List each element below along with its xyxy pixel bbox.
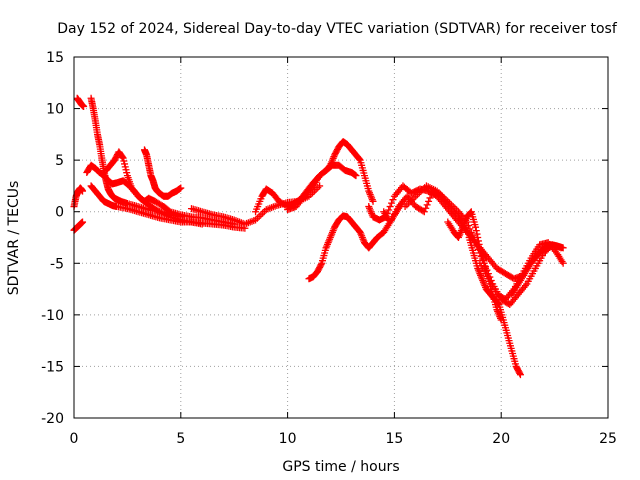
data-point <box>559 244 567 252</box>
series-track-b <box>70 218 87 234</box>
y-tick-label: -10 <box>41 308 64 324</box>
x-tick-label: 15 <box>385 431 403 447</box>
y-tick-label: -20 <box>41 411 64 427</box>
data-point <box>317 261 325 269</box>
data-point <box>475 240 483 248</box>
series-track-a <box>70 184 87 211</box>
y-tick-label: -15 <box>41 359 64 375</box>
data-point <box>494 300 502 308</box>
data-point <box>388 199 396 207</box>
data-point <box>352 172 360 180</box>
y-tick-label: 10 <box>46 102 64 118</box>
data-point <box>255 213 263 221</box>
x-tick-labels: 0 5 10 15 20 25 <box>70 431 617 447</box>
data-point <box>516 369 524 377</box>
series-track-i <box>187 182 324 228</box>
data-point <box>423 201 431 209</box>
data-point <box>80 103 88 111</box>
x-tick-label: 20 <box>492 431 510 447</box>
y-axis-label: SDTVAR / TECUs <box>6 181 22 296</box>
data-point <box>79 187 87 195</box>
data-point <box>474 237 482 245</box>
data-point <box>79 218 87 226</box>
data-point <box>472 223 480 231</box>
data-point <box>469 232 477 240</box>
data-point <box>386 203 394 211</box>
data-point <box>389 196 397 204</box>
data-point <box>369 197 377 205</box>
data-point <box>516 371 524 379</box>
x-tick-label: 0 <box>70 431 79 447</box>
axis-ticks <box>73 56 609 419</box>
data-point <box>422 204 430 212</box>
data-point <box>470 235 478 243</box>
series-track-l <box>305 197 407 283</box>
chart-title: Day 152 of 2024, Sidereal Day-to-day VTE… <box>57 21 618 37</box>
data-point <box>559 259 567 267</box>
data-point <box>385 206 393 214</box>
data-point <box>426 194 434 202</box>
data-point <box>177 184 185 192</box>
series-track-s <box>508 241 567 298</box>
series-track-f <box>87 182 249 232</box>
data-point <box>356 155 364 163</box>
y-tick-label: -5 <box>50 256 64 272</box>
series-track-g <box>102 148 238 228</box>
series-track-q <box>465 234 524 379</box>
data-point <box>467 228 475 236</box>
series-track-c <box>73 94 88 111</box>
data-point <box>259 209 267 217</box>
data-point <box>472 227 480 235</box>
y-tick-label: 15 <box>46 50 64 66</box>
series-track-k <box>284 138 377 214</box>
plot-frame <box>73 56 609 419</box>
data-point <box>473 230 481 238</box>
grid-lines <box>74 57 608 418</box>
x-tick-label: 5 <box>176 431 185 447</box>
data-point <box>474 234 482 241</box>
series-track-h <box>140 146 185 200</box>
data-point <box>118 153 126 161</box>
data-point <box>316 182 324 190</box>
y-tick-label: 0 <box>55 205 64 221</box>
x-axis-label: GPS time / hours <box>282 459 399 475</box>
data-point <box>466 225 474 233</box>
data-point <box>420 208 428 216</box>
data-points <box>70 94 567 379</box>
data-point <box>449 203 457 211</box>
data-point <box>425 197 433 205</box>
y-tick-label: 5 <box>55 153 64 169</box>
x-tick-label: 25 <box>599 431 617 447</box>
x-tick-label: 10 <box>279 431 297 447</box>
y-tick-labels: -20 -15 -10 -5 0 5 10 15 <box>41 50 64 427</box>
